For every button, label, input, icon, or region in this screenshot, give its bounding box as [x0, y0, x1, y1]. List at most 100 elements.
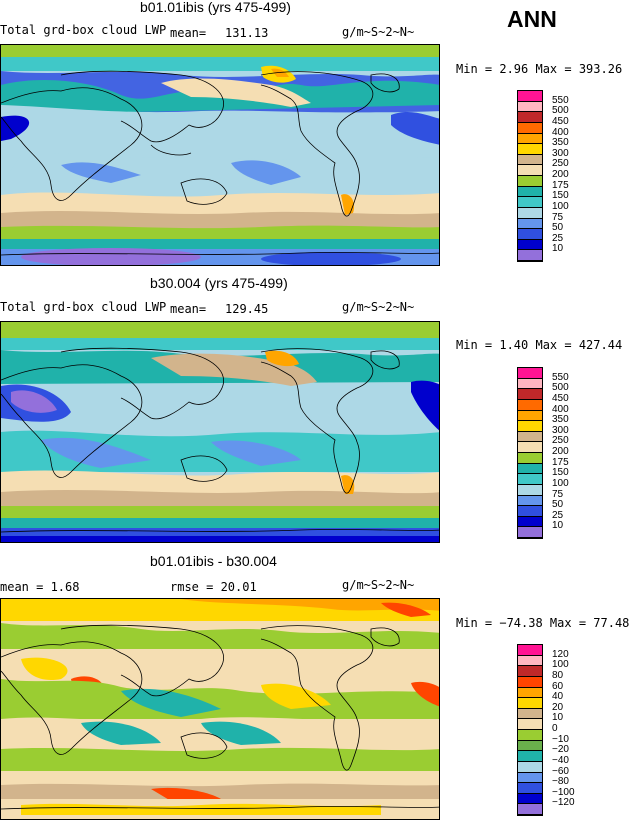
legend-label: 40 — [552, 691, 564, 703]
legend-swatch — [518, 719, 542, 730]
panel3-units: g/m~S~2~N~ — [342, 578, 415, 592]
legend-swatch — [518, 676, 542, 688]
legend-label: 200 — [552, 446, 569, 457]
legend-label: 10 — [552, 520, 564, 532]
legend-swatch — [518, 708, 542, 720]
legend-label: 350 — [552, 137, 569, 149]
legend-label: −80 — [552, 776, 569, 788]
legend-label: 200 — [552, 169, 569, 180]
legend-label: 10 — [552, 243, 564, 255]
legend-swatch — [518, 229, 542, 240]
legend-label: 0 — [552, 723, 558, 734]
legend-label: 500 — [552, 105, 569, 117]
legend-label: 10 — [552, 712, 564, 724]
legend-label: 60 — [552, 680, 564, 692]
legend-label: 150 — [552, 467, 569, 479]
legend-swatch — [518, 645, 542, 656]
panel1-units: g/m~S~2~N~ — [342, 25, 415, 39]
legend-swatch — [518, 389, 542, 400]
legend-swatch — [518, 421, 542, 432]
legend-swatch — [518, 516, 542, 528]
legend-swatch — [518, 666, 542, 677]
legend-swatch — [518, 197, 542, 208]
legend-swatch — [518, 474, 542, 485]
legend-swatch — [518, 431, 542, 443]
legend-swatch — [518, 698, 542, 709]
legend-swatch — [518, 250, 542, 261]
legend-label: 500 — [552, 382, 569, 394]
legend-label: 300 — [552, 147, 569, 159]
panel2-minmax: Min = 1.40 Max = 427.44 — [456, 338, 623, 352]
legend-label: 550 — [552, 94, 569, 106]
panel3-title: b01.01ibis - b30.004 — [150, 553, 277, 569]
legend-swatch — [518, 506, 542, 517]
legend-swatch — [518, 687, 542, 699]
panel3-rmse: rmse = 20.01 — [170, 580, 257, 594]
legend-swatch — [518, 751, 542, 762]
legend-label: 25 — [552, 232, 564, 244]
legend-label: 100 — [552, 659, 569, 671]
panel2-var-label: Total grd-box cloud LWP — [0, 300, 167, 314]
legend-swatch — [518, 761, 542, 773]
legend-label: −60 — [552, 765, 569, 777]
legend-swatch — [518, 176, 542, 187]
legend-swatch — [518, 368, 542, 379]
legend-swatch — [518, 133, 542, 145]
legend-swatch — [518, 772, 542, 784]
legend-swatch — [518, 399, 542, 411]
legend-label: 350 — [552, 414, 569, 426]
legend-swatch — [518, 442, 542, 453]
legend-label: 450 — [552, 392, 569, 404]
legend-label: 100 — [552, 200, 569, 212]
legend-swatch — [518, 410, 542, 422]
panel3-coastlines — [1, 624, 439, 810]
panel2-legend — [517, 367, 543, 539]
panel2-mean-label: mean= — [170, 302, 207, 316]
legend-label: 50 — [552, 499, 564, 511]
legend-label: 75 — [552, 211, 564, 223]
legend-label: 250 — [552, 158, 569, 170]
legend-label: 20 — [552, 701, 564, 713]
legend-label: 450 — [552, 115, 569, 127]
legend-swatch — [518, 527, 542, 538]
legend-swatch — [518, 218, 542, 230]
legend-swatch — [518, 186, 542, 198]
legend-label: −20 — [552, 744, 569, 756]
legend-label: 300 — [552, 424, 569, 436]
legend-swatch — [518, 495, 542, 507]
legend-swatch — [518, 740, 542, 752]
panel3-map — [0, 598, 440, 820]
legend-swatch — [518, 239, 542, 251]
legend-swatch — [518, 655, 542, 667]
legend-swatch — [518, 91, 542, 102]
legend-swatch — [518, 484, 542, 496]
legend-label: 175 — [552, 179, 569, 191]
legend-label: 400 — [552, 403, 569, 415]
panel3-legend — [517, 644, 543, 816]
legend-label: 150 — [552, 190, 569, 202]
legend-label: 250 — [552, 435, 569, 447]
legend-swatch — [518, 804, 542, 815]
panel1-legend — [517, 90, 543, 262]
legend-label: 75 — [552, 488, 564, 500]
panel1-coastlines — [1, 70, 439, 256]
panel2-units: g/m~S~2~N~ — [342, 300, 415, 314]
panel2-mean-value: 129.45 — [225, 302, 269, 316]
panel1-title: b01.01ibis (yrs 475-499) — [140, 0, 291, 15]
panel1-mean-value: 131.13 — [225, 26, 269, 40]
legend-label: −100 — [552, 786, 575, 798]
panel3-mean: mean = 1.68 — [0, 580, 80, 594]
legend-label: −40 — [552, 754, 569, 766]
panel2-coastlines — [1, 347, 439, 533]
legend-swatch — [518, 793, 542, 805]
legend-label: 175 — [552, 456, 569, 468]
legend-swatch — [518, 165, 542, 176]
legend-label: −120 — [552, 797, 575, 809]
legend-swatch — [518, 144, 542, 155]
legend-swatch — [518, 101, 542, 113]
legend-swatch — [518, 154, 542, 166]
legend-label: 80 — [552, 669, 564, 681]
panel1-var-label: Total grd-box cloud LWP — [0, 23, 167, 37]
legend-swatch — [518, 207, 542, 219]
panel1-mean-label: mean= — [170, 26, 207, 40]
